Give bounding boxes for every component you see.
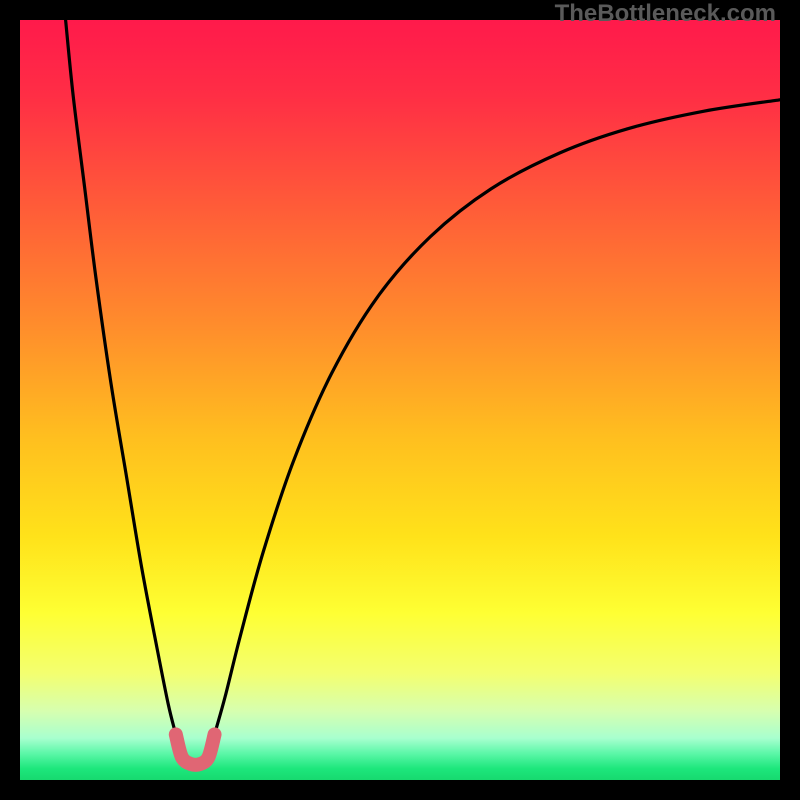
plot-background xyxy=(20,20,780,780)
chart-container: TheBottleneck.com xyxy=(0,0,800,800)
watermark-label: TheBottleneck.com xyxy=(555,0,776,28)
chart-svg xyxy=(0,0,800,800)
